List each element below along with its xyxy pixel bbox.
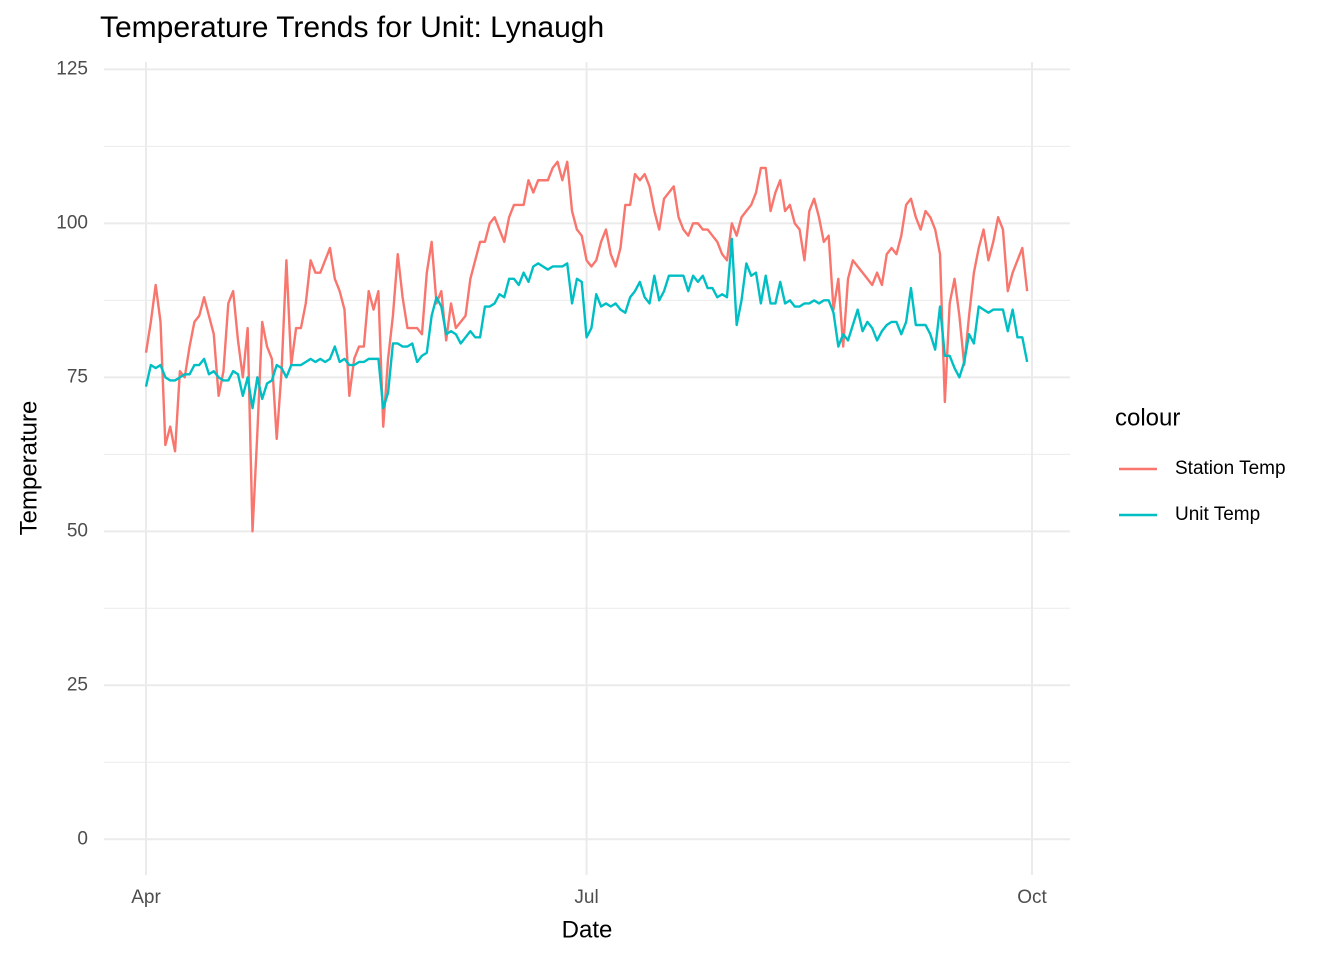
x-tick-label: Jul: [574, 887, 598, 908]
y-tick-label: 25: [67, 674, 88, 695]
chart-title: Temperature Trends for Unit: Lynaugh: [100, 11, 604, 44]
y-tick-label: 125: [56, 58, 88, 79]
x-tick-label: Oct: [1017, 887, 1047, 908]
y-tick-label: 75: [67, 366, 88, 387]
y-tick-label: 0: [77, 828, 88, 849]
line: [144, 160, 1029, 533]
legend-label: Unit Temp: [1175, 504, 1260, 525]
x-axis-title: Date: [562, 916, 613, 943]
y-tick-label: 100: [56, 212, 88, 233]
line: [144, 237, 1029, 410]
y-tick-label: 50: [67, 520, 88, 541]
legend-label: Station Temp: [1175, 458, 1286, 479]
x-tick-label: Apr: [131, 887, 161, 908]
legend-title: colour: [1115, 404, 1180, 431]
y-axis-title: Temperature: [15, 401, 42, 536]
